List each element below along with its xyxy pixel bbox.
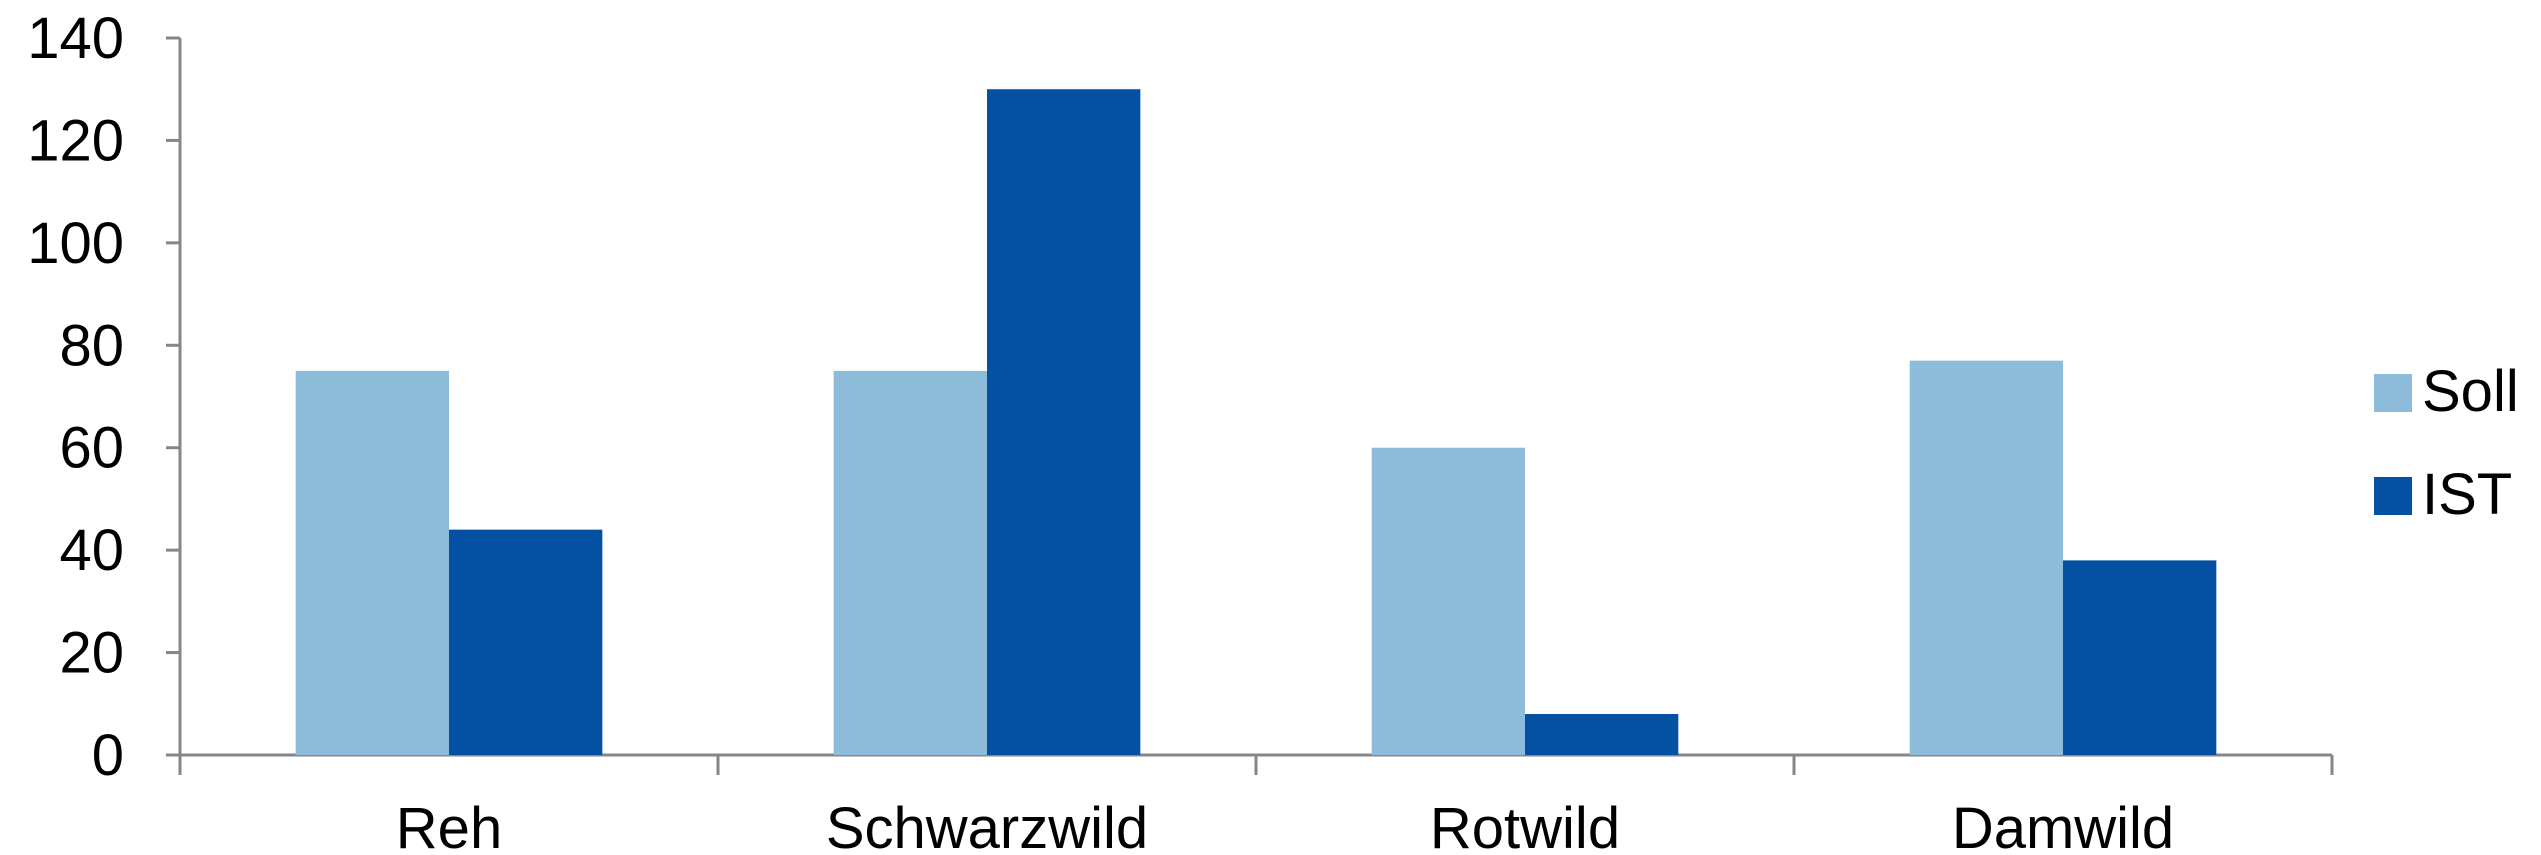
- y-tick-label: 60: [59, 416, 124, 481]
- bar-ist-rotwild: [1525, 714, 1679, 755]
- bar-ist-damwild: [2063, 560, 2217, 755]
- legend-label: IST: [2422, 462, 2512, 527]
- x-tick-label: Rotwild: [1430, 796, 1620, 855]
- y-tick-label: 120: [27, 108, 124, 173]
- y-tick-label: 40: [59, 518, 124, 583]
- y-axis: 0 20 40 60 80 100 120 140: [27, 6, 182, 788]
- legend: Soll IST: [2374, 359, 2519, 527]
- y-tick-label: 0: [92, 723, 124, 788]
- x-axis: Reh Schwarzwild Rotwild Damwild: [178, 753, 2334, 855]
- x-tick-label: Damwild: [1952, 796, 2174, 855]
- bar-ist-schwarzwild: [987, 89, 1141, 755]
- bar-ist-reh: [449, 529, 603, 755]
- x-tick-label: Schwarzwild: [826, 796, 1148, 855]
- y-tick-label: 80: [59, 313, 124, 378]
- legend-swatch: [2374, 374, 2412, 412]
- y-tick-label: 20: [59, 621, 124, 686]
- bars: [295, 89, 2217, 755]
- legend-swatch: [2374, 477, 2412, 515]
- x-tick-label: Reh: [396, 796, 502, 855]
- bar-soll-schwarzwild: [833, 370, 987, 755]
- bar-soll-rotwild: [1371, 447, 1525, 755]
- bar-soll-reh: [295, 370, 449, 755]
- bar-soll-damwild: [1909, 360, 2063, 755]
- y-tick-label: 140: [27, 6, 124, 71]
- legend-label: Soll: [2422, 359, 2519, 424]
- y-tick-label: 100: [27, 211, 124, 276]
